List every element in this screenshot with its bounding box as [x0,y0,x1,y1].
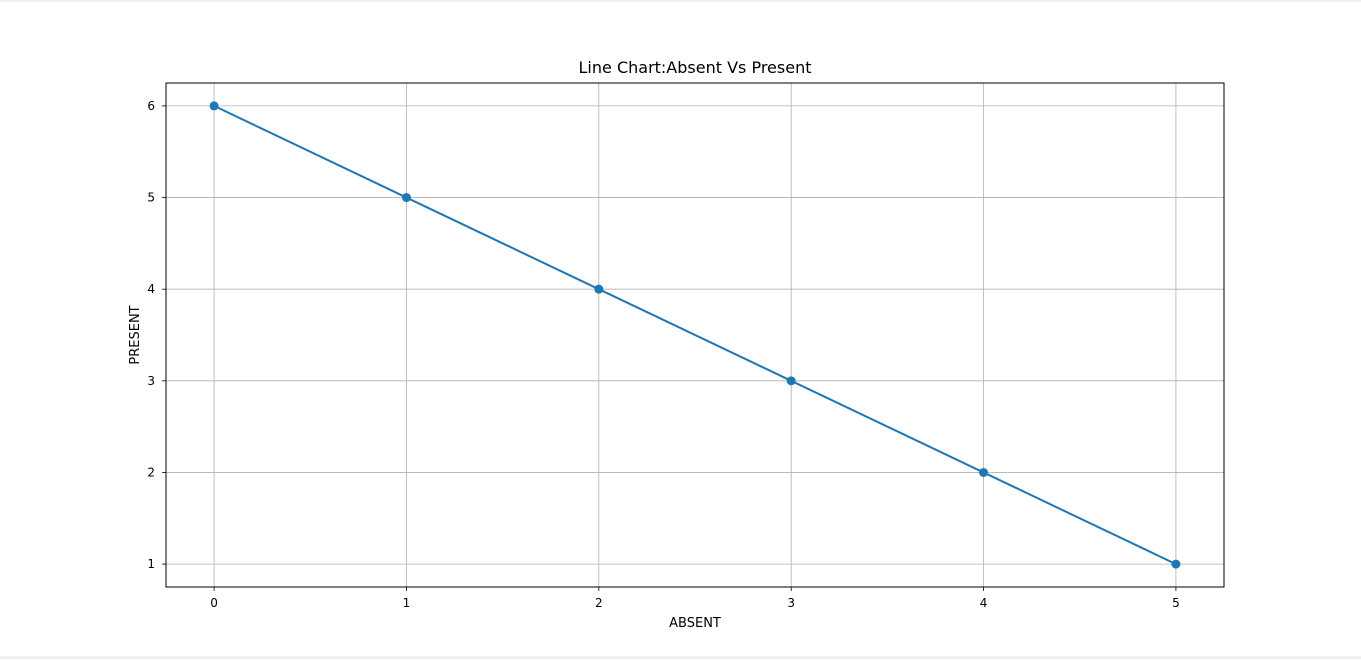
chart-title: Line Chart:Absent Vs Present [579,58,812,77]
x-tick-label: 2 [595,596,603,610]
x-tick-label: 5 [1172,596,1180,610]
y-axis-label: PRESENT [128,305,143,364]
plot-frame [165,82,1225,588]
x-tick-label: 4 [980,596,988,610]
data-point-marker [401,193,411,203]
y-tick-label: 2 [147,465,155,479]
x-axis-label: ABSENT [669,616,721,631]
x-tick-label: 0 [210,596,218,610]
y-tick-label: 3 [147,374,155,388]
y-tick-label: 1 [147,557,155,571]
data-point-marker [594,284,604,294]
y-tick-label: 6 [147,99,155,113]
y-tick-label: 4 [147,282,155,296]
data-point-marker [209,101,219,111]
ticks-layer: 0 1 2 3 4 5 1 2 3 4 5 6 [147,99,1179,610]
series-line [213,105,1177,565]
grid-layer [166,83,1224,587]
x-tick-label: 3 [787,596,795,610]
data-point-marker [979,467,989,477]
y-tick-label: 5 [147,191,155,205]
x-tick-label: 1 [403,596,411,610]
series-layer [209,101,1181,569]
data-point-marker [786,376,796,386]
data-point-marker [1171,559,1181,569]
